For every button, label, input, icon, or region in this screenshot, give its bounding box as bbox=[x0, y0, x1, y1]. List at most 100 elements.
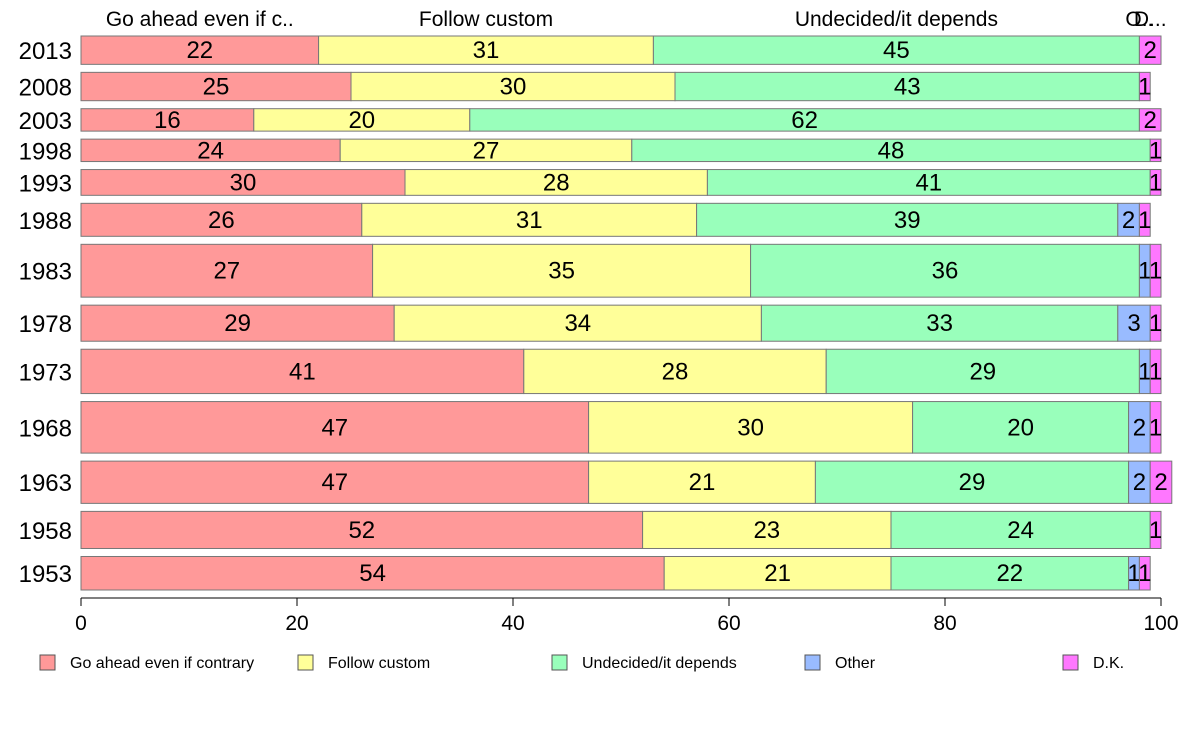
data-label: 29 bbox=[224, 310, 251, 337]
bar-segment bbox=[80, 304, 395, 342]
bar-segment bbox=[523, 348, 827, 395]
bar-segment bbox=[1149, 510, 1162, 549]
year-label: 1963 bbox=[19, 470, 72, 497]
bar-segment bbox=[80, 169, 406, 196]
data-label: 1 bbox=[1149, 358, 1162, 385]
bar-segment bbox=[1149, 348, 1162, 395]
series-header-label: Follow custom bbox=[419, 8, 553, 31]
bar-segment bbox=[318, 35, 654, 65]
bar-segment bbox=[760, 304, 1119, 342]
legend-swatch bbox=[297, 654, 314, 671]
data-label: 1 bbox=[1138, 207, 1151, 234]
year-label: 1988 bbox=[19, 208, 72, 235]
year-label: 1998 bbox=[19, 138, 72, 165]
x-tick-label: 60 bbox=[717, 612, 740, 635]
data-label: 25 bbox=[203, 74, 230, 101]
legend-label: D.K. bbox=[1093, 655, 1124, 672]
legend-label: Undecided/it depends bbox=[582, 655, 737, 672]
data-label: 2 bbox=[1133, 469, 1146, 496]
data-label: 48 bbox=[878, 137, 905, 164]
bar-segment bbox=[696, 202, 1119, 237]
bar-segment bbox=[1149, 169, 1162, 196]
data-label: 2 bbox=[1144, 37, 1157, 64]
x-tick-label: 100 bbox=[1143, 612, 1178, 635]
data-label: 23 bbox=[753, 517, 780, 544]
data-label: 1 bbox=[1138, 258, 1151, 285]
data-label: 1 bbox=[1127, 560, 1140, 587]
data-label: 24 bbox=[197, 137, 224, 164]
bar-segment bbox=[890, 555, 1130, 591]
x-tick-label: 40 bbox=[501, 612, 524, 635]
series-header-label: O.. bbox=[1125, 8, 1153, 31]
data-label: 22 bbox=[996, 560, 1023, 587]
bar-segment bbox=[1138, 108, 1162, 132]
bar-segment bbox=[80, 348, 525, 395]
legend-label: Follow custom bbox=[328, 655, 430, 672]
data-label: 2 bbox=[1154, 469, 1167, 496]
data-label: 1 bbox=[1149, 137, 1162, 164]
legend-swatch bbox=[39, 654, 56, 671]
data-label: 1 bbox=[1138, 358, 1151, 385]
data-label: 3 bbox=[1127, 310, 1140, 337]
data-label: 31 bbox=[473, 37, 500, 64]
legend: Go ahead even if contrary Follow custom Un… bbox=[39, 654, 1124, 672]
data-label: 21 bbox=[689, 469, 716, 496]
bar-segment bbox=[814, 460, 1130, 504]
x-axis: 0 20 40 60 80 100 bbox=[75, 597, 1179, 635]
bar-segment bbox=[404, 169, 708, 196]
data-label: 1 bbox=[1149, 169, 1162, 196]
year-label: 1993 bbox=[19, 170, 72, 197]
bar-segment bbox=[825, 348, 1140, 395]
bar-segment bbox=[361, 202, 698, 237]
bar-segment bbox=[642, 510, 892, 549]
data-label: 1 bbox=[1149, 517, 1162, 544]
data-label: 33 bbox=[926, 310, 953, 337]
bar-segment bbox=[1138, 71, 1151, 102]
data-label: 29 bbox=[959, 469, 986, 496]
data-label: 47 bbox=[321, 414, 348, 441]
bar-segment bbox=[80, 460, 590, 504]
data-label: 30 bbox=[500, 74, 527, 101]
data-label: 41 bbox=[289, 358, 316, 385]
data-label: 26 bbox=[208, 207, 235, 234]
bar-segment bbox=[80, 243, 374, 298]
data-label: 1 bbox=[1138, 74, 1151, 101]
data-label: 2 bbox=[1122, 207, 1135, 234]
data-label: 2 bbox=[1144, 107, 1157, 134]
data-label: 22 bbox=[186, 37, 213, 64]
year-label: 1973 bbox=[19, 359, 72, 386]
data-label: 39 bbox=[894, 207, 921, 234]
series-header-label: Go ahead even if c.. bbox=[106, 8, 294, 31]
bar-segment bbox=[1138, 202, 1151, 237]
legend-swatch bbox=[804, 654, 821, 671]
data-label: 29 bbox=[969, 358, 996, 385]
bars-group: 22 31 45 225 30 43 116 20 62 224 27 48 130 28 41 126 31 3… bbox=[80, 35, 1173, 591]
bar-segment bbox=[80, 202, 363, 237]
data-label: 27 bbox=[213, 258, 240, 285]
data-label: 43 bbox=[894, 74, 921, 101]
legend-swatch bbox=[1062, 654, 1079, 671]
year-label: 2013 bbox=[19, 38, 72, 65]
data-label: 52 bbox=[348, 517, 375, 544]
data-label: 41 bbox=[915, 169, 942, 196]
data-label: 31 bbox=[516, 207, 543, 234]
series-header-label: Undecided/it depends bbox=[795, 8, 998, 31]
data-label: 45 bbox=[883, 37, 910, 64]
year-label: 1953 bbox=[19, 561, 72, 588]
bar-segment bbox=[80, 71, 352, 102]
year-label: 1978 bbox=[19, 311, 72, 338]
year-label: 1968 bbox=[19, 415, 72, 442]
data-label: 36 bbox=[932, 258, 959, 285]
bar-segment bbox=[750, 243, 1140, 298]
data-label: 30 bbox=[230, 169, 257, 196]
legend-label: Go ahead even if contrary bbox=[70, 655, 254, 672]
bar-segment bbox=[1149, 138, 1162, 163]
bar-segment bbox=[1149, 401, 1162, 454]
bar-segment bbox=[80, 401, 590, 454]
bar-segment bbox=[1117, 304, 1151, 342]
year-label: 1958 bbox=[19, 518, 72, 545]
data-label: 27 bbox=[473, 137, 500, 164]
x-tick-label: 80 bbox=[933, 612, 956, 635]
data-label: 1 bbox=[1149, 258, 1162, 285]
